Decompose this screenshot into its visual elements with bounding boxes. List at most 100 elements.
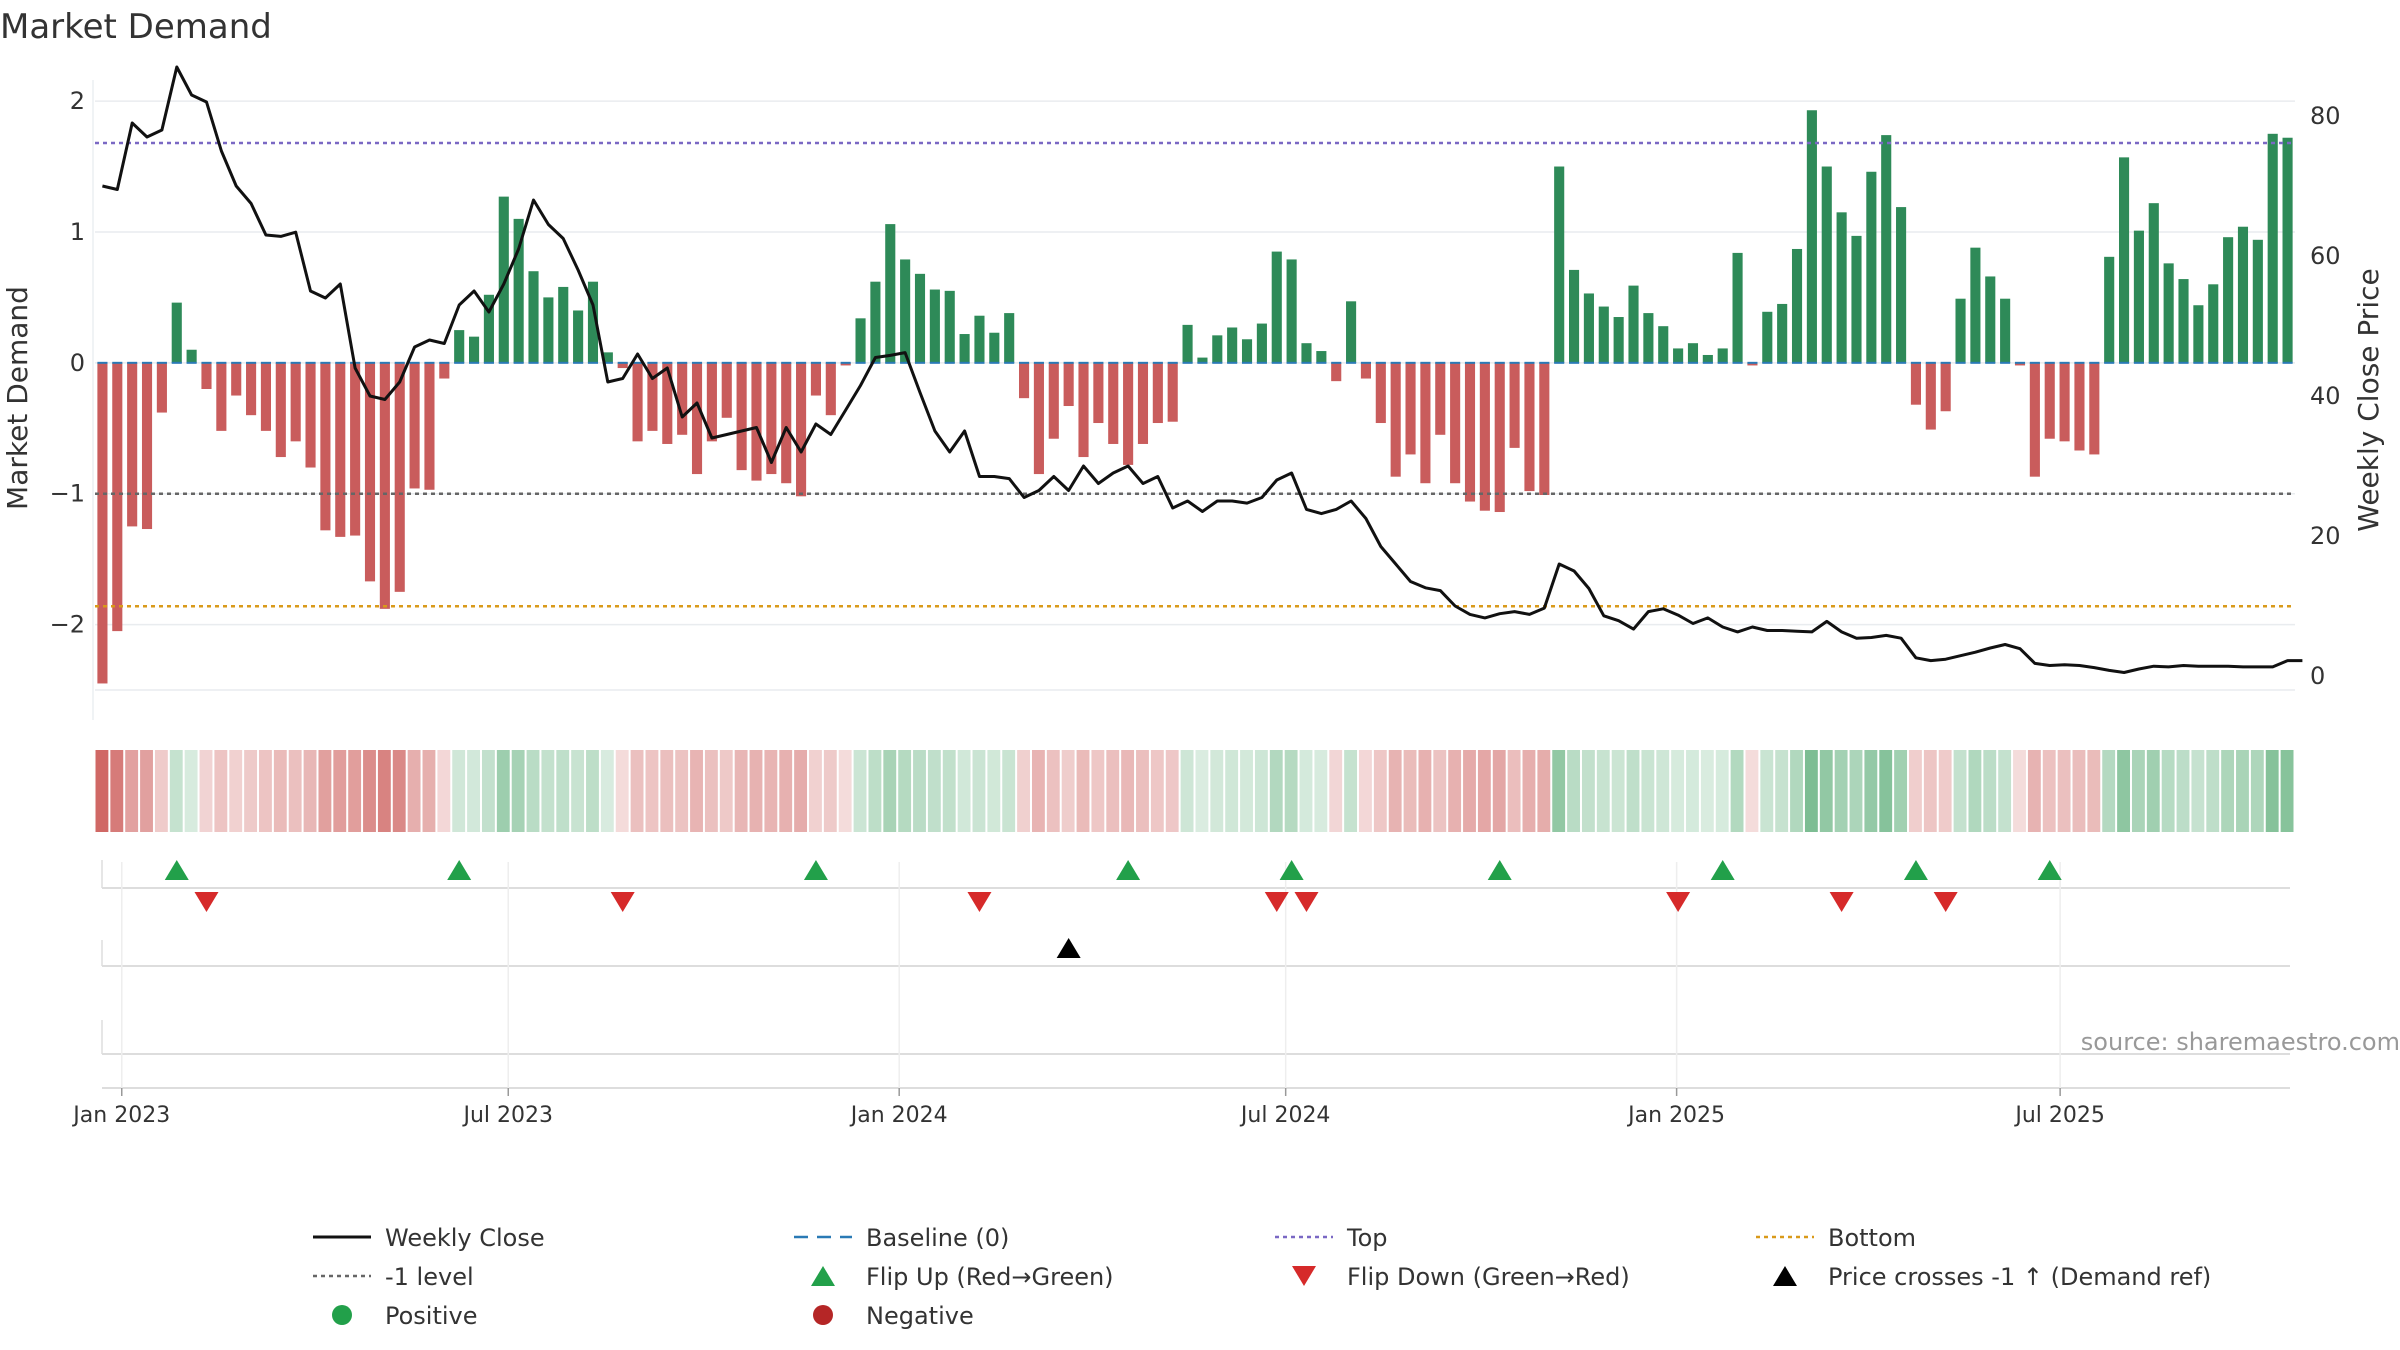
- strip-cell: [1329, 750, 1343, 832]
- demand-bar: [469, 336, 480, 363]
- strip-cell: [1477, 750, 1491, 832]
- strip-cell: [1299, 750, 1313, 832]
- flip-up-marker: [1903, 860, 1928, 880]
- left-axis-ticks: 2 1 0 −1 −2: [50, 87, 85, 638]
- strip-cell: [1983, 750, 1997, 832]
- strip-cell: [853, 750, 867, 832]
- strip-cell: [318, 750, 332, 832]
- demand-bar: [364, 362, 376, 582]
- demand-bar: [736, 362, 747, 471]
- demand-bar: [1197, 357, 1208, 363]
- strip-cell: [511, 750, 525, 832]
- flip-up-marker: [803, 860, 828, 880]
- demand-bar: [1093, 362, 1104, 424]
- strip-cell: [1567, 750, 1580, 832]
- demand-bar: [1346, 301, 1357, 363]
- strip-cell: [1195, 750, 1209, 832]
- flip-up-marker: [2037, 860, 2062, 880]
- flip-down-marker: [610, 892, 635, 912]
- strip-cell: [184, 750, 198, 832]
- strip-cell: [2087, 750, 2101, 832]
- strip-cell: [1106, 750, 1120, 832]
- strip-cell: [1686, 750, 1699, 832]
- demand-bar: [454, 330, 465, 363]
- strip-cell: [229, 750, 243, 832]
- demand-bar: [558, 286, 569, 363]
- demand-bar: [1539, 362, 1550, 496]
- strip-cell: [2027, 750, 2041, 832]
- strip-cell: [125, 750, 139, 832]
- demand-bar: [1791, 248, 1803, 363]
- demand-bar: [1509, 362, 1520, 448]
- demand-bar: [1435, 362, 1446, 435]
- strip-cell: [1373, 750, 1387, 832]
- strip-cell: [377, 750, 391, 832]
- strip-cell: [422, 750, 436, 832]
- demand-bar: [1896, 207, 1907, 363]
- demand-bar: [1955, 298, 1966, 363]
- strip-cell: [1210, 750, 1224, 832]
- legend-label: Price crosses -1 ↑ (Demand ref): [1828, 1263, 2211, 1291]
- strip-cell: [675, 750, 689, 832]
- legend-swatch: [332, 1305, 352, 1325]
- demand-bar: [2237, 226, 2249, 363]
- strip-cell: [942, 750, 956, 832]
- left-tick-label: −2: [50, 611, 85, 639]
- strip-cell: [660, 750, 674, 832]
- strip-cell: [2280, 750, 2294, 832]
- demand-bar: [1747, 362, 1758, 366]
- demand-bar: [2267, 133, 2278, 363]
- strip-cell: [1492, 750, 1506, 832]
- strip-cell: [1656, 750, 1670, 832]
- flip-down-marker: [194, 892, 219, 912]
- legend-label: Flip Down (Green→Red): [1347, 1263, 1630, 1291]
- left-tick-label: 1: [70, 218, 85, 246]
- demand-bar: [1019, 362, 1030, 399]
- flip-up-marker: [1116, 860, 1141, 880]
- strip-cell: [1359, 750, 1372, 832]
- flip-up-marker: [1279, 860, 1304, 880]
- strip-cell: [1849, 750, 1863, 832]
- demand-bar: [929, 289, 940, 363]
- strip-cell: [259, 750, 272, 832]
- x-axis-ticks: Jan 2023 Jul 2023 Jan 2024 Jul 2024 Jan 2025…: [71, 1088, 2105, 1128]
- legend-item: Weekly Close: [313, 1224, 545, 1252]
- demand-bar: [1360, 362, 1371, 379]
- strip-cell: [734, 750, 748, 832]
- strip-cell: [1388, 750, 1402, 832]
- legend-label: Weekly Close: [385, 1224, 545, 1252]
- main-gridlines: [92, 80, 2295, 720]
- strip-cell: [467, 750, 480, 832]
- strip-cell: [407, 750, 421, 832]
- demand-bar: [350, 362, 361, 536]
- strip-cell: [1730, 750, 1744, 832]
- demand-bar: [1405, 362, 1416, 455]
- strip-cell: [1344, 750, 1358, 832]
- demand-bar: [1048, 362, 1059, 439]
- demand-bar: [335, 362, 346, 537]
- legend-label: Bottom: [1828, 1224, 1916, 1252]
- demand-bar: [2163, 263, 2174, 363]
- demand-bar: [1717, 348, 1728, 363]
- demand-bar: [186, 349, 197, 363]
- demand-bar: [2104, 256, 2115, 363]
- demand-bar: [1108, 362, 1119, 444]
- flip-down-marker: [967, 892, 992, 912]
- flip-down-marker: [1829, 892, 1854, 912]
- x-tick-label: Jan 2025: [1626, 1103, 1725, 1128]
- strip-cell: [1879, 750, 1893, 832]
- demand-bar: [1078, 362, 1089, 458]
- legend-swatch: [811, 1266, 835, 1286]
- strip-cell: [273, 750, 287, 832]
- demand-bar: [1940, 362, 1951, 412]
- demand-bar: [1390, 362, 1401, 477]
- demand-bar: [1420, 362, 1431, 484]
- flip-up-marker: [164, 860, 189, 880]
- strip-cell: [1314, 750, 1328, 832]
- strip-cell: [95, 750, 109, 832]
- flip-down-marker: [1666, 892, 1691, 912]
- demand-bar: [602, 352, 613, 363]
- demand-bar: [900, 259, 911, 363]
- strip-cell: [154, 750, 168, 832]
